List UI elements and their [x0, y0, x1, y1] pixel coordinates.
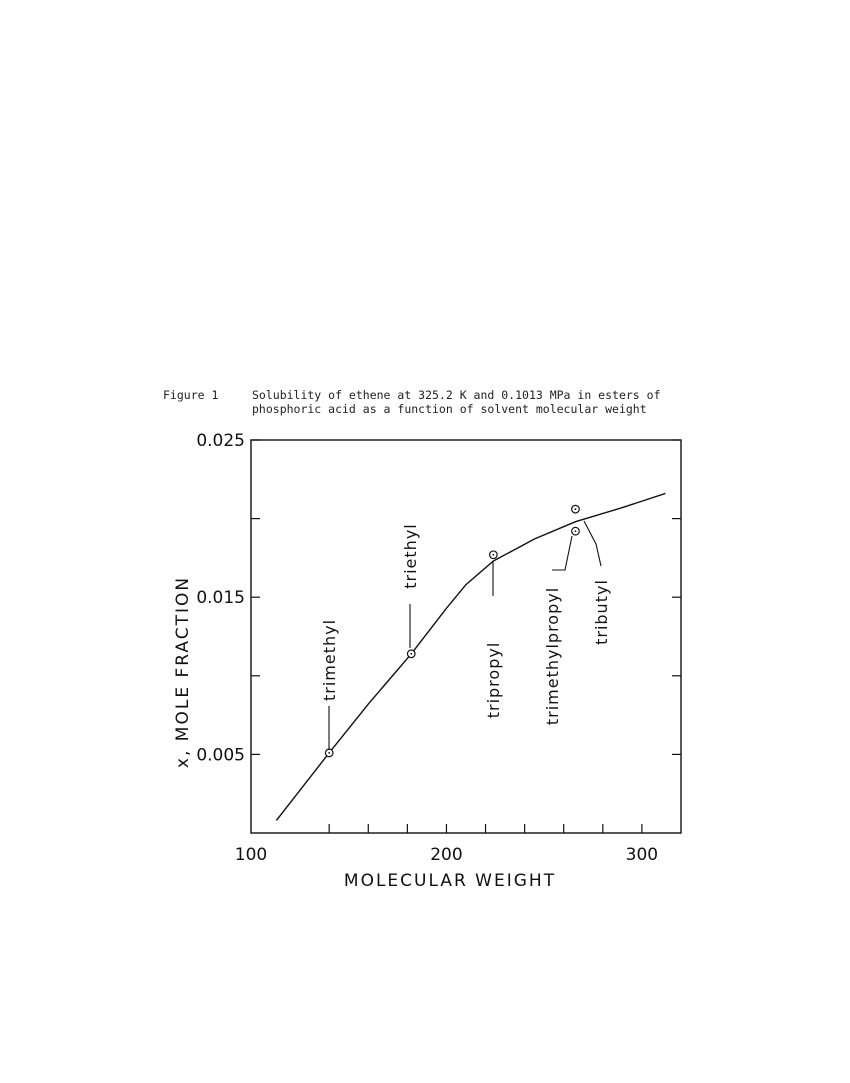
data-point-tributyl — [571, 504, 580, 514]
point-center — [574, 530, 577, 533]
x-axis-label: MOLECULAR WEIGHT — [344, 871, 556, 891]
plot-frame — [250, 439, 682, 834]
annotation-triethyl: triethyl — [401, 523, 420, 588]
data-point-trimethyl — [324, 748, 334, 758]
y-tick-label: 0.005 — [196, 745, 245, 765]
fit-curve — [275, 492, 666, 821]
annotation-tripropyl: tripropyl — [484, 642, 503, 719]
caption-line-2: phosphoric acid as a function of solvent… — [252, 402, 647, 416]
tick-labels: 100 200 300 0.005 0.015 0.025 — [196, 431, 658, 865]
x-tick-label: 300 — [626, 845, 658, 865]
caption-line-1: Solubility of ethene at 325.2 K and 0.10… — [252, 388, 661, 402]
leader-trimethylpropyl — [552, 535, 573, 571]
annotations: trimethyl triethyl tripropyl trimethylpropy… — [320, 520, 611, 750]
y-tick-label: 0.015 — [196, 588, 245, 608]
y-axis-label: x, MOLE FRACTION — [173, 576, 193, 768]
point-center — [574, 508, 577, 511]
figure-caption: Solubility of ethene at 325.2 K and 0.10… — [252, 388, 722, 416]
point-center — [492, 553, 495, 556]
annotation-trimethyl: trimethyl — [320, 619, 339, 701]
point-center — [410, 652, 413, 655]
x-tick-label: 100 — [235, 845, 267, 865]
y-tick-label: 0.025 — [196, 431, 245, 451]
data-point-trimethylpropyl — [571, 526, 580, 536]
point-center — [328, 751, 331, 754]
leader-tributyl — [583, 520, 602, 567]
annotation-trimethylpropyl: trimethylpropyl — [543, 587, 562, 725]
annotation-tributyl: tributyl — [592, 579, 611, 645]
figure-label: Figure 1 — [163, 388, 219, 402]
ticks — [251, 439, 681, 833]
data-points — [324, 504, 580, 758]
data-point-triethyl — [406, 649, 416, 659]
x-tick-label: 200 — [430, 845, 462, 865]
data-point-tripropyl — [488, 550, 498, 560]
